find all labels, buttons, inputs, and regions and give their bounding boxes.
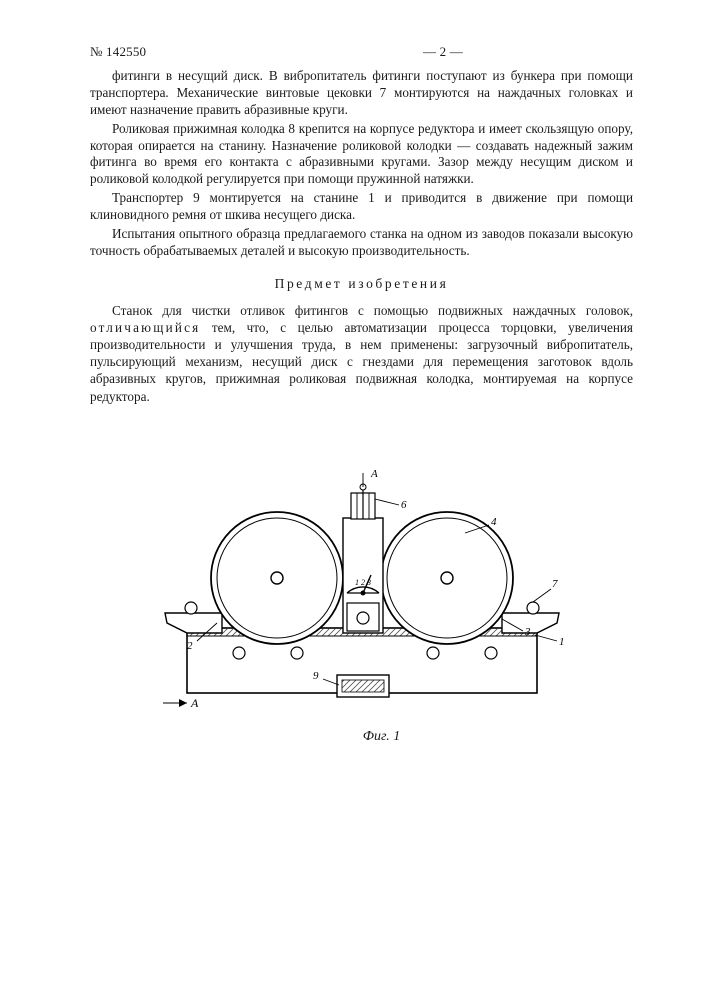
- label-4: 4: [491, 516, 497, 528]
- paragraph-3: Транспортер 9 монтируется на станине 1 и…: [90, 190, 633, 224]
- paragraph-1: фитинги в несущий диск. В вибропитатель …: [90, 68, 633, 119]
- label-1: 1: [559, 636, 565, 648]
- doc-number: № 142550: [90, 44, 146, 60]
- figure-caption: Фиг. 1: [90, 729, 633, 745]
- claim-pre: Станок для чистки отливок фитингов с пом…: [112, 303, 633, 318]
- label-a-top: А: [370, 468, 378, 480]
- label-6: 6: [401, 499, 407, 511]
- figure-svg: 1 2 3 А 6 4: [147, 463, 577, 723]
- section-title: Предмет изобретения: [90, 276, 633, 292]
- body-text: фитинги в несущий диск. В вибропитатель …: [90, 68, 633, 260]
- label-2: 2: [187, 640, 193, 652]
- label-a-left: А: [190, 696, 199, 710]
- page-header: № 142550 — 2 —: [90, 44, 633, 60]
- page-number: — 2 —: [423, 44, 463, 60]
- claim-text: Станок для чистки отливок фитингов с пом…: [90, 302, 633, 405]
- paragraph-4: Испытания опытного образца предлагаемого…: [90, 226, 633, 260]
- claim-emph: отличающийся: [90, 320, 200, 335]
- dial-label: 1 2 3: [355, 578, 371, 587]
- label-9: 9: [313, 670, 319, 682]
- label-3: 3: [524, 626, 531, 638]
- paragraph-2: Роликовая прижимная колодка 8 крепится н…: [90, 121, 633, 189]
- label-7: 7: [552, 578, 558, 590]
- page: № 142550 — 2 — фитинги в несущий диск. В…: [0, 0, 707, 1000]
- figure-1: 1 2 3 А 6 4: [90, 463, 633, 745]
